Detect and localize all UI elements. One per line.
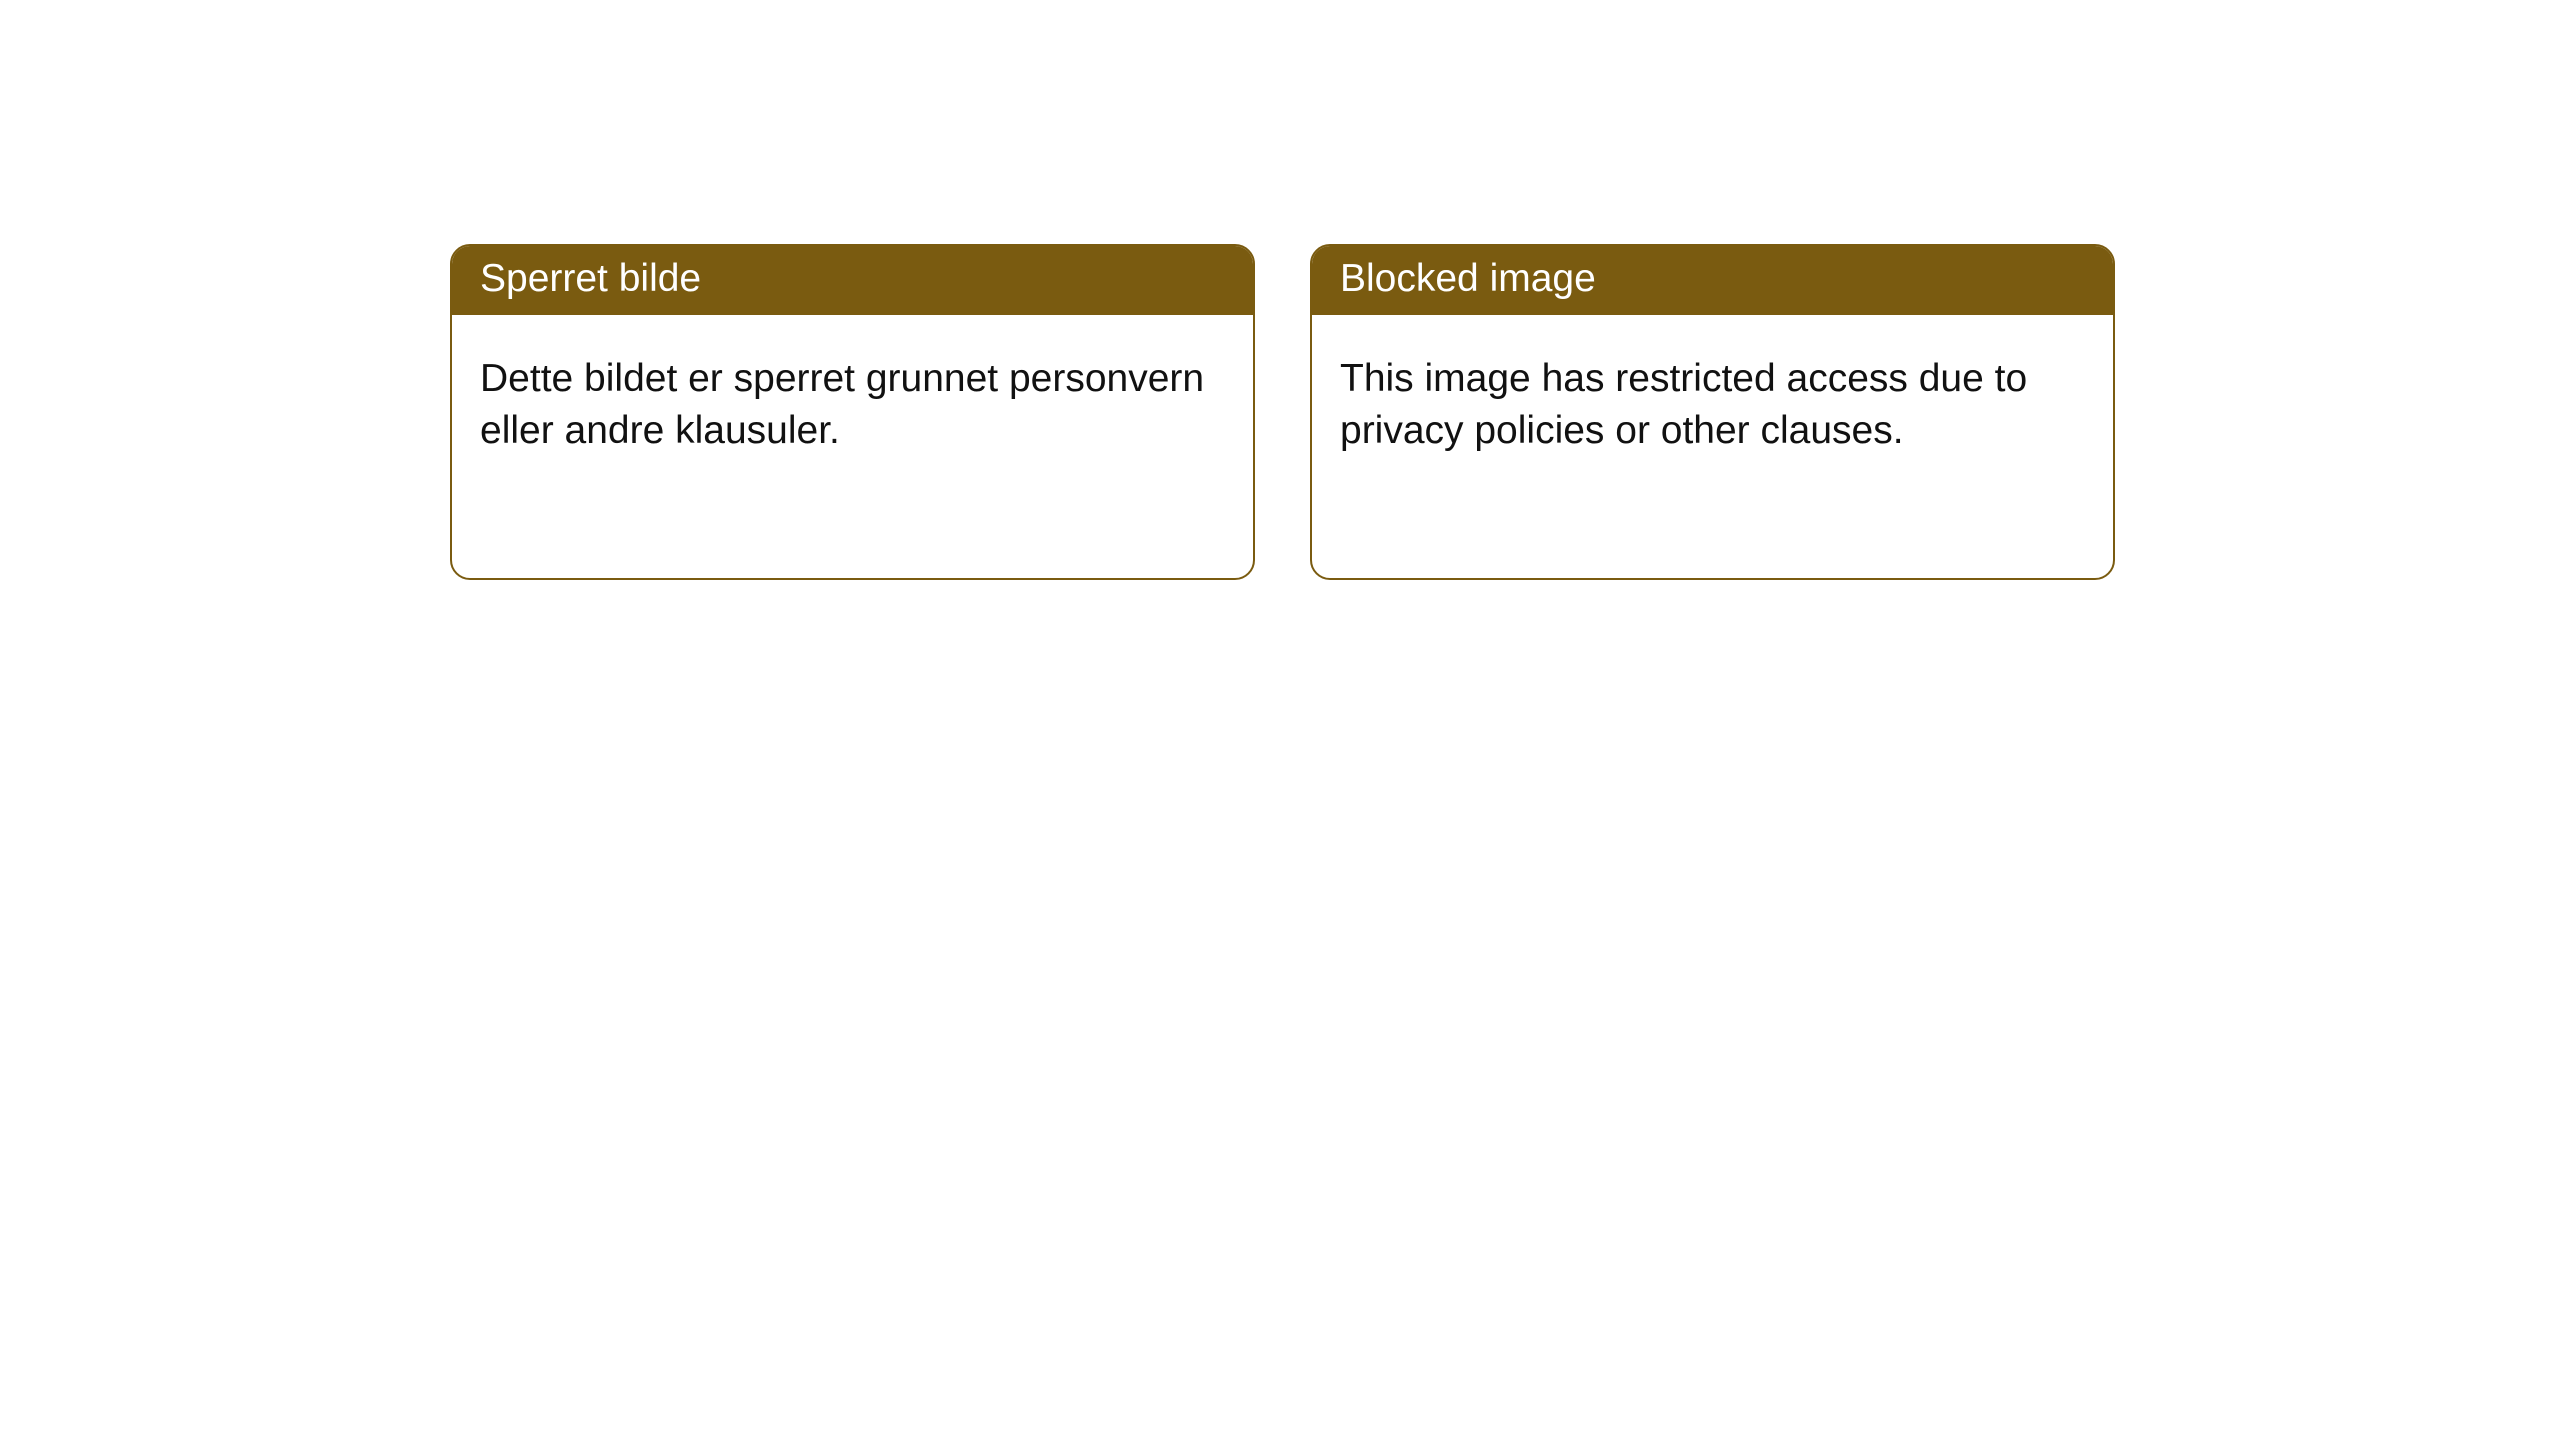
notice-container: Sperret bilde Dette bildet er sperret gr… [0,0,2560,580]
notice-card-en: Blocked image This image has restricted … [1310,244,2115,580]
notice-card-body: Dette bildet er sperret grunnet personve… [452,315,1253,485]
notice-card-body: This image has restricted access due to … [1312,315,2113,485]
notice-card-no: Sperret bilde Dette bildet er sperret gr… [450,244,1255,580]
notice-card-title: Sperret bilde [452,246,1253,315]
notice-card-title: Blocked image [1312,246,2113,315]
